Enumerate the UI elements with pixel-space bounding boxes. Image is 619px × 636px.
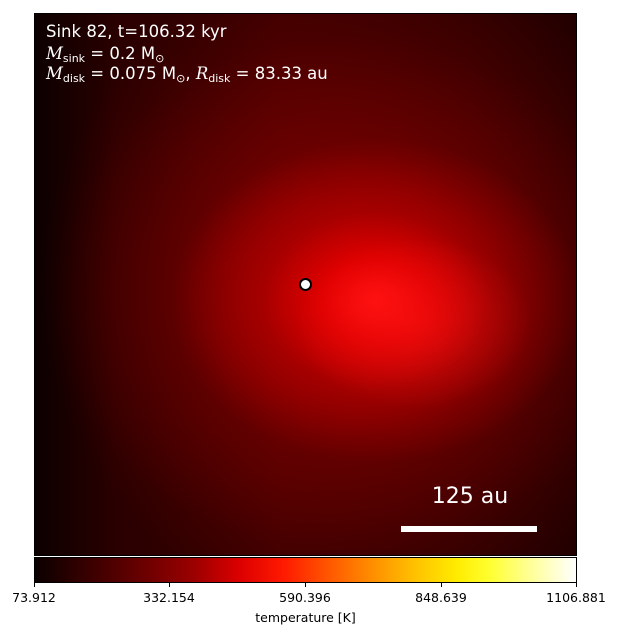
scale-bar (401, 526, 537, 532)
colorbar-tick-mark (441, 583, 442, 587)
m-sink-value: = 0.2 M (85, 44, 156, 63)
colorbar (34, 557, 577, 583)
colorbar-tick-mark (305, 583, 306, 587)
colorbar-tick-label: 73.912 (12, 590, 56, 605)
m-disk-subscript: disk (62, 72, 86, 85)
m-disk-unit-subscript: ⊙ (176, 72, 186, 85)
colorbar-tick-label: 848.639 (415, 590, 467, 605)
sink-mass-label: Msink = 0.2 M⊙ (46, 44, 164, 69)
colorbar-tick-label: 332.154 (143, 590, 195, 605)
m-sink-symbol: M (46, 44, 63, 63)
r-disk-subscript: disk (208, 72, 231, 85)
scale-bar-label: 125 au (431, 484, 509, 509)
temperature-map-panel: Sink 82, t=106.32 kyr Msink = 0.2 M⊙ Mdi… (34, 13, 577, 556)
sink-marker-icon (299, 278, 312, 291)
colorbar-tick-mark (34, 583, 35, 587)
annotation-separator: , (185, 64, 196, 83)
sink-time-label: Sink 82, t=106.32 kyr (46, 22, 227, 41)
disk-properties-label: Mdisk = 0.075 M⊙, Rdisk = 83.33 au (46, 64, 328, 89)
colorbar-tick-mark (576, 583, 577, 587)
m-disk-value: = 0.075 M (85, 64, 177, 83)
m-sink-unit-subscript: ⊙ (155, 52, 165, 65)
colorbar-tick-mark (169, 583, 170, 587)
colorbar-tick-label: 590.396 (279, 590, 331, 605)
m-sink-subscript: sink (62, 52, 86, 65)
colorbar-title: temperature [K] (255, 610, 356, 625)
colorbar-tick-label: 1106.881 (546, 590, 606, 605)
r-disk-symbol: R (195, 64, 209, 83)
r-disk-value: = 83.33 au (230, 64, 328, 83)
m-disk-symbol: M (46, 64, 63, 83)
